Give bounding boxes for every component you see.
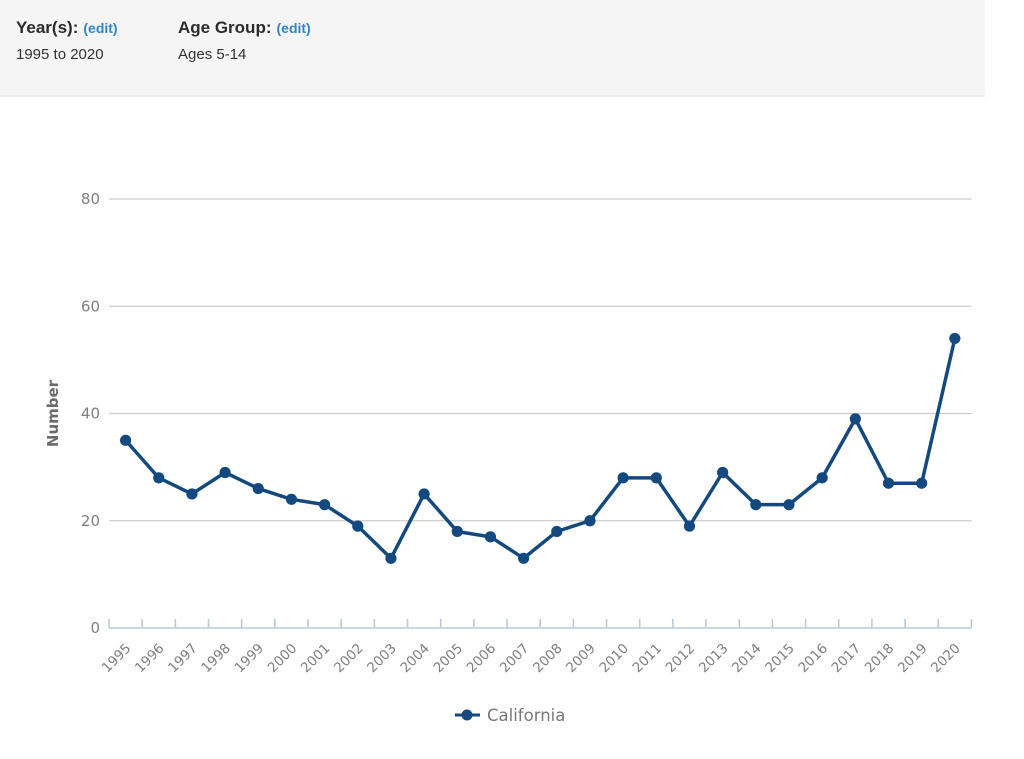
- age-group-edit-link[interactable]: (edit): [276, 20, 311, 36]
- x-tick-label: 2019: [895, 641, 931, 677]
- x-tick-label: 2014: [729, 641, 765, 677]
- x-tick-label: 2013: [696, 641, 732, 677]
- x-tick-label: 2002: [331, 641, 367, 677]
- years-value: 1995 to 2020: [16, 46, 104, 63]
- x-tick-label: 2006: [464, 641, 500, 677]
- data-point[interactable]: [683, 520, 696, 532]
- data-point[interactable]: [319, 499, 331, 511]
- years-filter: Year(s): (edit) 1995 to 2020: [16, 18, 178, 95]
- data-point[interactable]: [650, 472, 662, 484]
- x-tick-label: 2004: [397, 641, 433, 677]
- age-group-value: Ages 5-14: [178, 46, 247, 63]
- legend-label[interactable]: California: [487, 706, 565, 725]
- x-tick-label: 2020: [928, 641, 964, 677]
- data-point[interactable]: [783, 499, 795, 511]
- legend-marker-icon[interactable]: [461, 709, 473, 721]
- y-tick-label: 20: [81, 512, 100, 530]
- data-point[interactable]: [451, 525, 463, 538]
- age-group-label: Age Group:: [178, 18, 272, 37]
- data-point[interactable]: [849, 413, 861, 425]
- y-tick-label: 0: [90, 619, 100, 637]
- line-chart: 0204060801995199619971998199920002001200…: [44, 190, 973, 725]
- data-point[interactable]: [750, 499, 762, 511]
- data-point[interactable]: [717, 466, 729, 479]
- chart-area: 0 20 40 60 80 1995 1996 1997 1998 1999 2000 2001 200…: [0, 98, 1024, 754]
- x-tick-label: 2015: [762, 641, 798, 677]
- data-point[interactable]: [186, 488, 198, 500]
- years-label: Year(s):: [16, 18, 79, 37]
- x-tick-label: 1998: [198, 641, 234, 677]
- x-tick-label: 2005: [431, 641, 467, 677]
- x-tick-label: 2016: [795, 641, 831, 677]
- filter-header: Year(s): (edit) 1995 to 2020 Age Group: (e…: [0, 0, 985, 97]
- x-tick-label: 1999: [231, 641, 267, 677]
- x-tick-label: 2018: [862, 641, 898, 677]
- data-point[interactable]: [617, 472, 629, 484]
- x-tick-label: 2000: [265, 641, 301, 677]
- age-group-filter: Age Group: (edit) Ages 5-14: [178, 18, 311, 95]
- data-point[interactable]: [949, 332, 961, 345]
- x-tick-label: 2001: [298, 641, 334, 677]
- data-point[interactable]: [252, 482, 264, 495]
- x-tick-label: 2008: [530, 641, 566, 677]
- series-line: [123, 336, 957, 561]
- data-point[interactable]: [816, 472, 828, 484]
- data-point[interactable]: [882, 477, 895, 489]
- x-tick-label: 1997: [165, 641, 201, 677]
- data-point[interactable]: [551, 525, 563, 538]
- data-point[interactable]: [418, 488, 430, 500]
- y-tick-label: 80: [81, 190, 100, 208]
- data-point[interactable]: [484, 531, 497, 543]
- data-point[interactable]: [518, 552, 530, 564]
- x-tick-label: 2010: [596, 641, 632, 677]
- x-tick-label: 2012: [663, 641, 699, 677]
- data-point[interactable]: [385, 552, 397, 564]
- data-point[interactable]: [352, 520, 364, 532]
- data-point[interactable]: [219, 466, 231, 479]
- data-point[interactable]: [153, 472, 165, 484]
- data-point[interactable]: [584, 515, 596, 527]
- x-tick-label: 2011: [630, 641, 666, 677]
- data-point[interactable]: [285, 493, 298, 505]
- y-axis-title: Number: [44, 379, 62, 447]
- data-point[interactable]: [119, 434, 132, 446]
- y-tick-label: 60: [81, 297, 100, 315]
- y-tick-label: 40: [81, 405, 100, 423]
- x-tick-label: 2007: [497, 641, 533, 677]
- years-edit-link[interactable]: (edit): [83, 20, 118, 36]
- x-tick-label: 2017: [829, 641, 865, 677]
- data-point[interactable]: [916, 477, 928, 489]
- x-tick-label: 2009: [563, 641, 599, 677]
- x-tick-label: 2003: [364, 641, 400, 677]
- x-tick-label: 1996: [132, 641, 168, 677]
- x-tick-label: 1995: [99, 641, 135, 677]
